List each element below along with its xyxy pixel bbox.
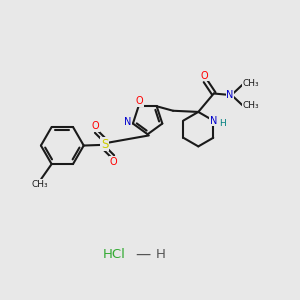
Text: —: — xyxy=(135,247,150,262)
Text: H: H xyxy=(155,248,165,260)
Text: CH₃: CH₃ xyxy=(243,101,259,110)
Text: O: O xyxy=(201,71,208,81)
Text: HCl: HCl xyxy=(103,248,126,260)
Text: N: N xyxy=(210,116,217,126)
Text: N: N xyxy=(226,90,234,100)
Text: H: H xyxy=(219,119,226,128)
Text: O: O xyxy=(135,96,143,106)
Text: O: O xyxy=(110,157,118,167)
Text: CH₃: CH₃ xyxy=(32,180,48,189)
Text: N: N xyxy=(124,117,131,127)
Text: S: S xyxy=(101,138,108,151)
Text: O: O xyxy=(92,121,99,131)
Text: CH₃: CH₃ xyxy=(243,80,259,88)
